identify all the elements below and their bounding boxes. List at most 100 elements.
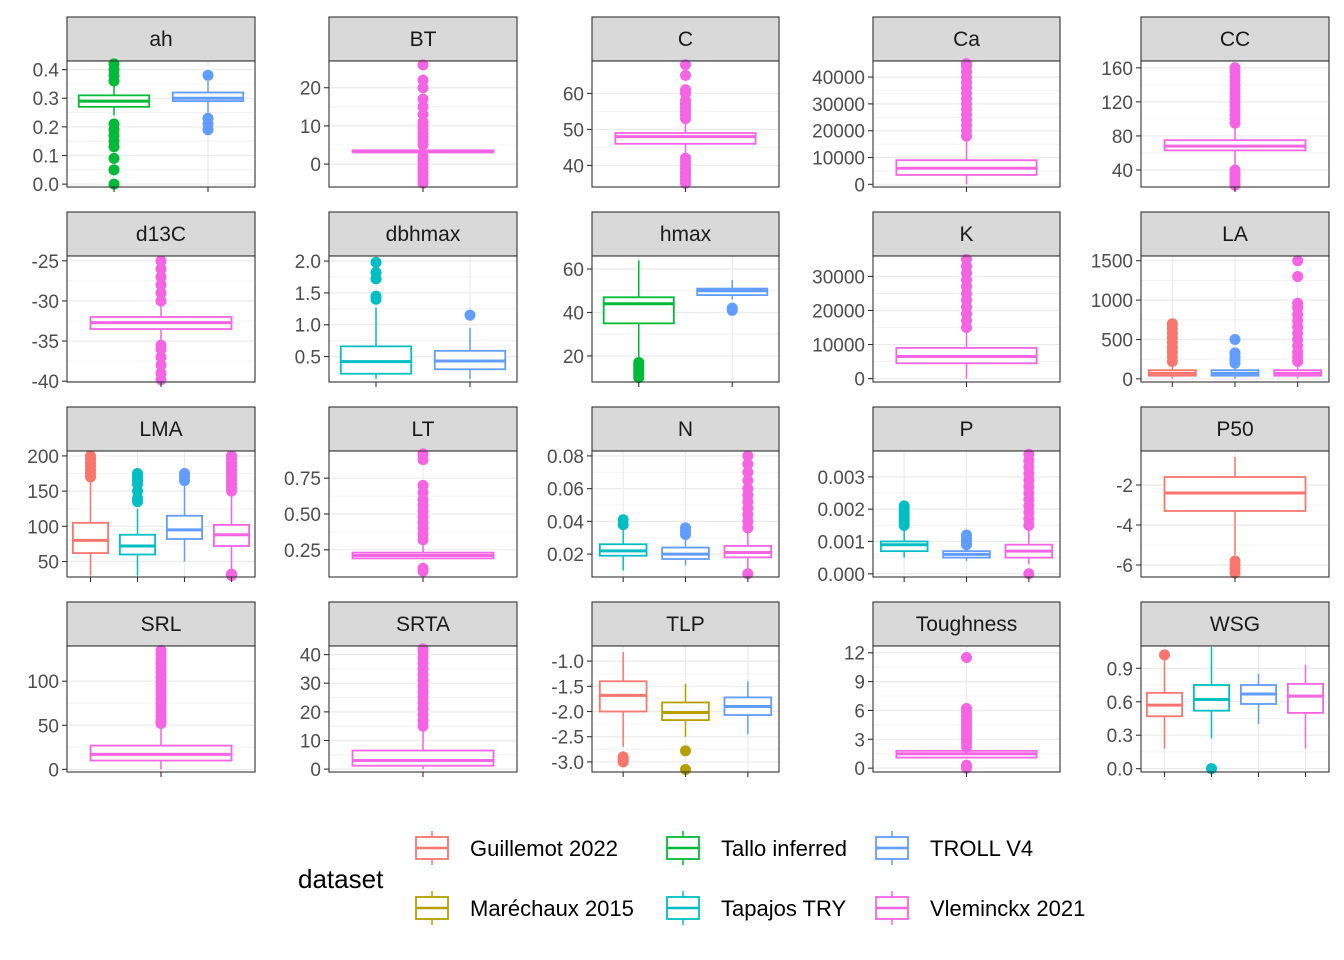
outlier-point <box>417 116 429 128</box>
strip-label: C <box>678 28 693 51</box>
box-body <box>339 345 413 375</box>
outlier-point <box>1166 318 1178 330</box>
panel-border <box>591 60 780 188</box>
box-guillemot-2022 <box>1145 649 1184 749</box>
y-tick-label: 30 <box>300 674 321 695</box>
strip-background <box>872 406 1061 452</box>
strip-label: TLP <box>666 613 705 636</box>
y-tick-label: 10000 <box>812 149 865 170</box>
panel-border <box>591 450 780 578</box>
legend-key-troll-v4 <box>875 831 909 865</box>
box-guillemot-2022 <box>1163 457 1307 579</box>
box-vleminckx-2021 <box>614 59 757 189</box>
y-tick-label: 3 <box>854 730 865 751</box>
box-vleminckx-2021 <box>1163 62 1307 191</box>
y-tick-label: -40 <box>32 372 59 393</box>
panel-la: LA 0 500 1000 1500 <box>1091 211 1330 391</box>
box-body <box>614 132 757 145</box>
outlier-point <box>1292 297 1304 309</box>
outlier-point <box>155 359 167 371</box>
panel-border <box>872 255 1061 383</box>
y-tick-label: 10 <box>300 117 321 138</box>
panel-border <box>1140 450 1330 578</box>
y-tick-label: 9 <box>854 673 865 694</box>
outlier-point <box>961 253 972 265</box>
y-tick-label: 80 <box>1112 127 1133 148</box>
y-tick-label: 0 <box>1122 370 1133 391</box>
outlier-point <box>898 500 910 512</box>
y-tick-label: 0.2 <box>33 118 59 139</box>
strip-background <box>66 16 256 62</box>
box-troll-v4 <box>1239 673 1278 725</box>
strip-label: P <box>959 418 973 441</box>
outlier-point <box>680 152 691 164</box>
y-tick-label: 0.1 <box>33 147 59 168</box>
panel-ah: ah 0.0 0.1 0.2 0.3 0.4 <box>33 16 256 196</box>
y-tick-label: 0.0 <box>1107 760 1133 781</box>
y-tick-label: 200 <box>27 447 59 468</box>
outlier-point <box>132 468 143 480</box>
outlier-point <box>1229 347 1241 359</box>
y-tick-label: 160 <box>1101 59 1133 80</box>
box-body <box>1286 683 1325 714</box>
panel-border <box>66 60 256 188</box>
outlier-point <box>1159 649 1170 661</box>
strip-background <box>66 211 256 257</box>
y-tick-label: 0 <box>854 175 865 196</box>
outlier-point <box>742 466 754 478</box>
outlier-point <box>961 652 972 664</box>
panel-k: K 0 10000 20000 30000 <box>812 211 1061 391</box>
y-tick-label: 40 <box>563 303 584 324</box>
y-tick-label: 0.0 <box>33 175 59 196</box>
strip-background <box>1140 601 1330 647</box>
box-guillemot-2022 <box>598 652 648 768</box>
outlier-point <box>633 356 645 368</box>
outlier-point <box>961 703 972 715</box>
y-tick-label: 0 <box>854 759 865 780</box>
panel-srta: SRTA 0 10 20 30 40 <box>300 601 518 781</box>
y-tick-label: 0.04 <box>547 512 584 533</box>
y-tick-label: 0.001 <box>817 532 865 553</box>
y-tick-label: 50 <box>563 120 584 141</box>
y-tick-label: 0 <box>854 370 865 391</box>
outlier-point <box>108 58 120 70</box>
box-body <box>71 521 110 554</box>
y-tick-label: -35 <box>32 332 59 353</box>
panel-srl: SRL 0 50 100 <box>27 601 256 781</box>
outlier-point <box>1206 763 1217 775</box>
outlier-point <box>680 84 691 96</box>
panel-bt: BT 0 10 20 <box>300 16 518 192</box>
strip-label: SRTA <box>396 613 450 636</box>
outlier-point <box>155 351 167 363</box>
y-tick-label: 20000 <box>812 301 865 322</box>
box-vleminckx-2021 <box>1286 664 1325 749</box>
box-tapajos-try <box>1192 647 1231 775</box>
outlier-point <box>417 448 429 460</box>
y-tick-label: 0.002 <box>817 500 865 521</box>
strip-background <box>591 601 780 647</box>
box-troll-v4 <box>696 279 769 316</box>
outlier-point <box>742 450 754 462</box>
outlier-point <box>961 759 972 771</box>
box-vleminckx-2021 <box>212 450 251 582</box>
panel-border <box>591 645 780 773</box>
outlier-point <box>370 256 382 268</box>
strip-label: dbhmax <box>386 223 461 246</box>
outlier-point <box>1292 270 1304 282</box>
y-tick-label: 0.25 <box>284 541 321 562</box>
y-tick-label: -1.5 <box>551 677 584 698</box>
box-vleminckx-2021 <box>89 644 233 770</box>
panel-border <box>1140 255 1330 383</box>
outlier-point <box>1229 333 1241 345</box>
box-body <box>165 514 204 540</box>
legend-label: Tapajos TRY <box>721 896 846 921</box>
y-tick-label: 40000 <box>812 68 865 89</box>
strip-label: d13C <box>136 223 186 246</box>
outlier-point <box>155 263 167 275</box>
panel-p50: P50 -6 -4 -2 <box>1116 406 1330 582</box>
strip-label: CC <box>1220 28 1250 51</box>
strip-background <box>872 16 1061 62</box>
panel-dbhmax: dbhmax 0.5 1.0 1.5 2.0 <box>295 211 518 387</box>
outlier-point <box>155 287 167 299</box>
panel-lma: LMA 50 100 150 200 <box>27 406 256 582</box>
